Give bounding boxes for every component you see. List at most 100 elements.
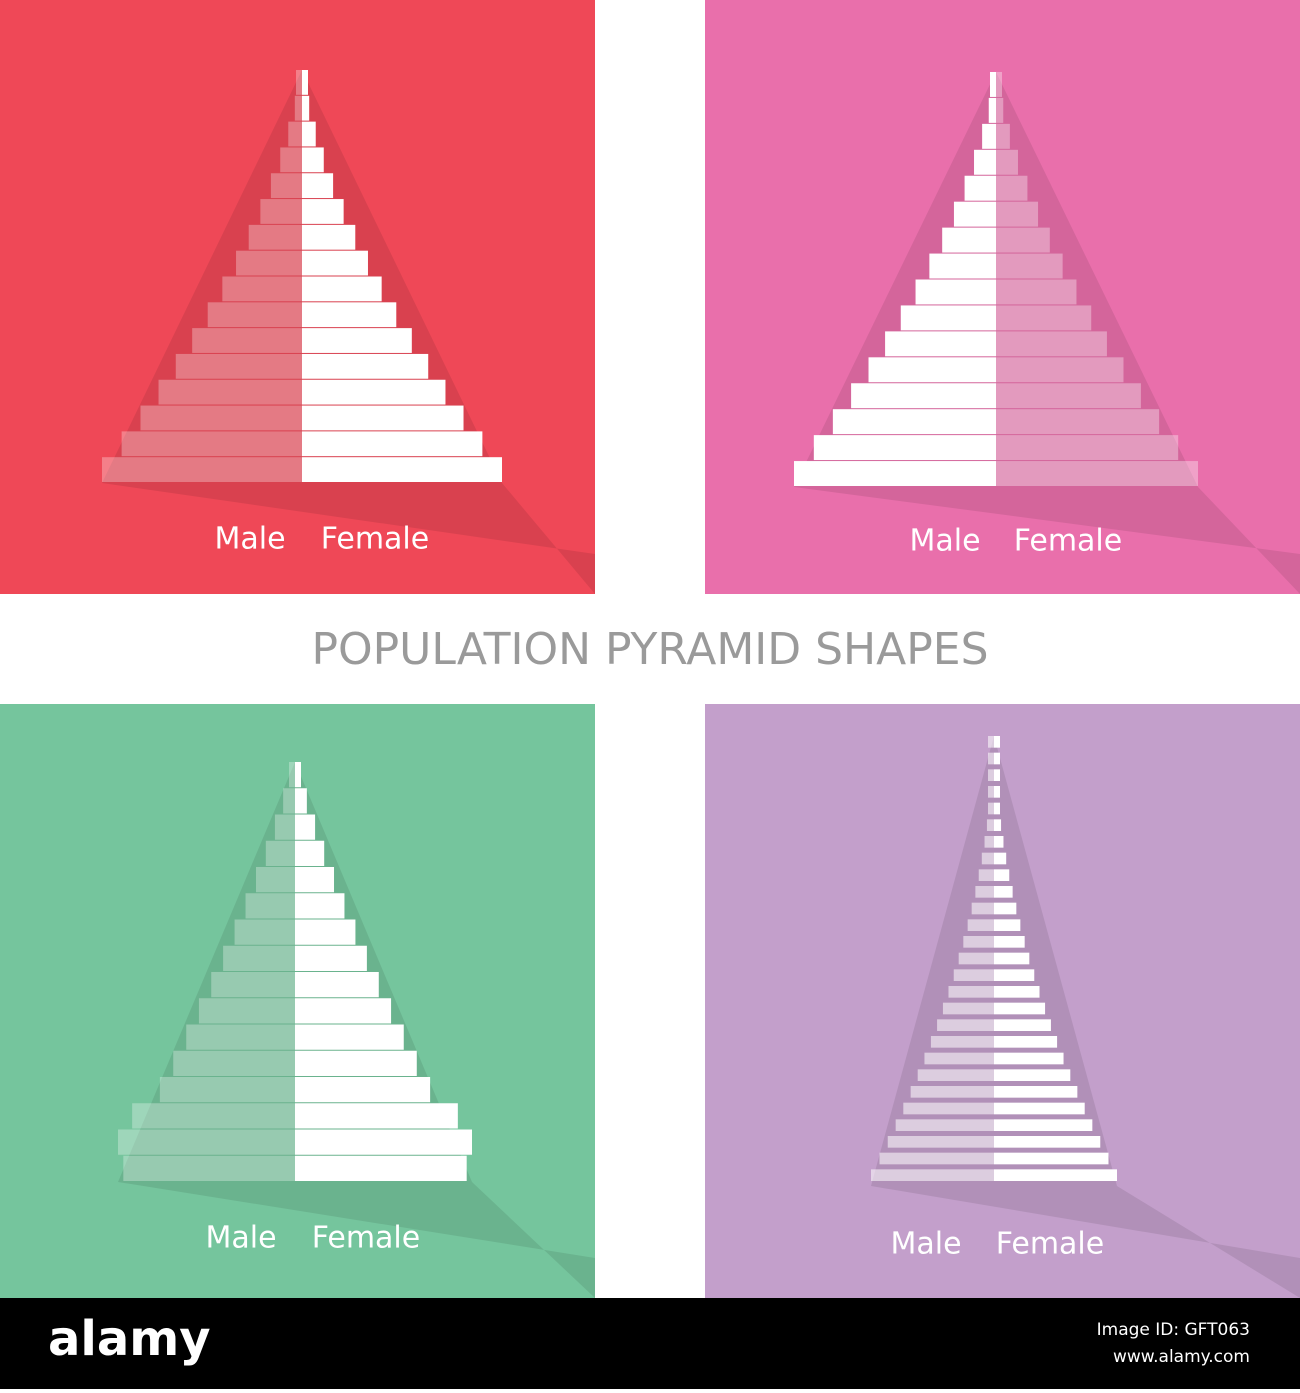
female-bar — [295, 972, 379, 998]
female-bar — [302, 147, 324, 173]
female-bar — [295, 788, 307, 814]
female-bar — [302, 457, 502, 482]
male-bar — [885, 331, 996, 357]
female-bar — [994, 752, 1000, 765]
female-bar — [302, 431, 483, 457]
male-bar — [832, 409, 996, 435]
female-bar — [994, 1136, 1101, 1148]
female-bar — [302, 121, 316, 147]
female-bar — [994, 869, 1010, 881]
male-bar — [265, 840, 295, 866]
female-label: Female — [321, 522, 429, 557]
female-bar — [994, 802, 1000, 815]
female-bar — [994, 769, 1000, 781]
male-bar — [140, 405, 302, 431]
female-bar — [996, 201, 1039, 227]
female-bar — [996, 72, 1002, 97]
female-bar — [295, 867, 335, 893]
female-bar — [994, 786, 1000, 798]
male-bar — [937, 1019, 994, 1031]
male-bar — [978, 869, 994, 881]
female-bar — [996, 461, 1198, 486]
female-bar — [994, 1052, 1064, 1065]
female-bar — [295, 840, 325, 866]
female-bar — [302, 95, 310, 121]
male-bar — [102, 457, 302, 482]
male-bar — [283, 788, 295, 814]
female-bar — [994, 986, 1040, 998]
female-bar — [994, 1119, 1093, 1131]
male-bar — [975, 886, 994, 898]
male-bar — [990, 72, 996, 97]
panel — [705, 704, 1300, 1298]
female-bar — [302, 70, 308, 95]
female-bar — [996, 409, 1160, 435]
male-bar — [929, 253, 996, 279]
female-bar — [996, 253, 1063, 279]
female-bar — [295, 814, 316, 840]
footer-bar — [0, 1298, 1300, 1389]
pyramid — [118, 762, 595, 1298]
male-bar — [988, 802, 994, 815]
female-bar — [295, 998, 392, 1024]
female-bar — [994, 1036, 1058, 1048]
female-bar — [996, 357, 1124, 383]
male-bar — [988, 736, 994, 748]
female-bar — [295, 762, 301, 788]
male-bar — [963, 936, 994, 948]
male-bar — [175, 353, 302, 379]
male-bar — [198, 998, 295, 1024]
male-bar — [222, 276, 302, 302]
male-bar — [270, 173, 302, 199]
male-bar — [903, 1102, 994, 1115]
male-bar — [971, 902, 994, 915]
male-bar — [294, 95, 302, 121]
male-bar — [964, 175, 996, 201]
male-bar — [942, 227, 996, 253]
male-bar — [851, 383, 996, 409]
male-bar — [895, 1119, 994, 1131]
female-bar — [996, 227, 1050, 253]
female-bar — [302, 328, 412, 353]
male-bar — [981, 852, 994, 865]
female-bar — [994, 902, 1017, 915]
female-bar — [302, 379, 446, 405]
female-bar — [302, 302, 397, 328]
image-id: Image ID: GFT063 — [1097, 1320, 1250, 1340]
female-bar — [302, 405, 464, 431]
male-bar — [248, 224, 302, 250]
male-bar — [988, 752, 994, 765]
female-bar — [295, 1050, 417, 1076]
panel — [705, 0, 1300, 594]
male-bar — [887, 1136, 994, 1148]
male-bar — [121, 431, 303, 457]
female-bar — [302, 353, 429, 379]
female-bar — [295, 919, 356, 945]
male-bar — [173, 1050, 295, 1076]
male-bar — [982, 123, 996, 149]
male-bar — [924, 1052, 994, 1065]
female-bar — [996, 123, 1010, 149]
url: www.alamy.com — [1113, 1347, 1250, 1367]
female-label: Female — [1014, 524, 1122, 559]
female-bar — [994, 1002, 1046, 1015]
female-bar — [994, 819, 1002, 831]
male-bar — [953, 201, 996, 227]
male-bar — [910, 1086, 994, 1098]
male-label: Male — [890, 1227, 961, 1262]
female-bar — [996, 383, 1141, 409]
male-bar — [958, 952, 994, 965]
male-bar — [192, 328, 302, 353]
male-bar — [260, 199, 302, 224]
female-bar — [295, 945, 367, 971]
female-bar — [295, 1129, 472, 1155]
male-bar — [280, 147, 302, 173]
female-bar — [996, 175, 1028, 201]
pyramid — [871, 736, 1300, 1298]
male-label: Male — [205, 1221, 276, 1256]
male-bar — [245, 893, 295, 919]
male-bar — [930, 1036, 994, 1048]
male-bar — [917, 1069, 994, 1081]
female-bar — [994, 1019, 1051, 1031]
